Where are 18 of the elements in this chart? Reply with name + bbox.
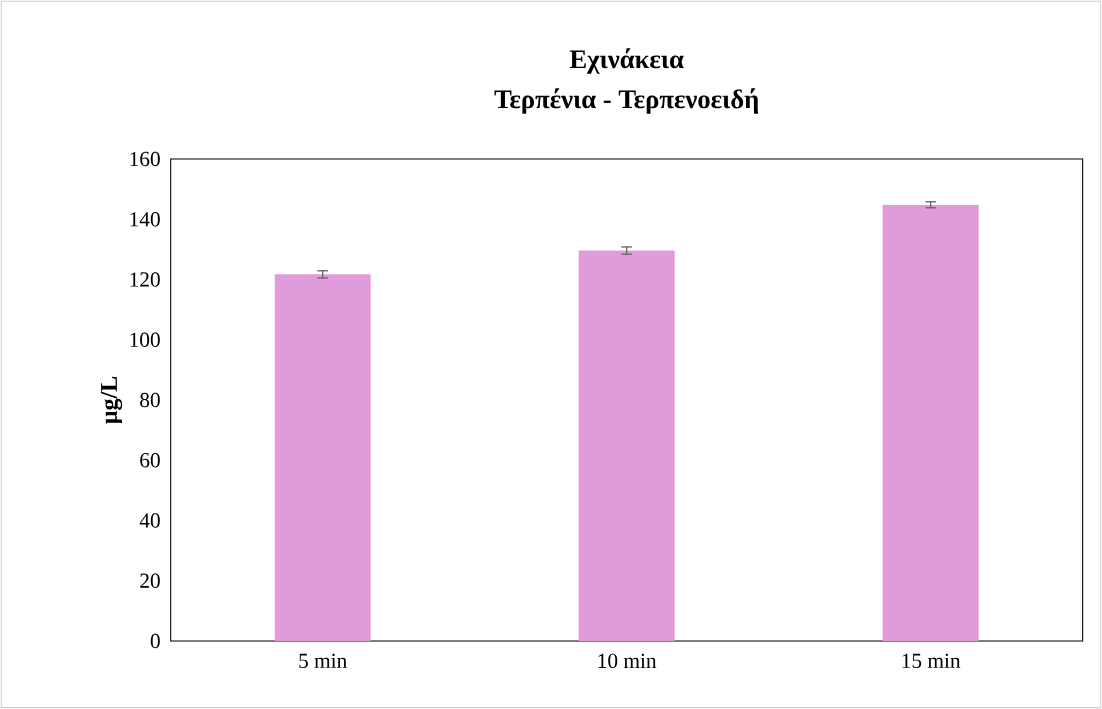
x-tick-label: 10 min [598,653,657,669]
y-tick-label: 20 [140,573,160,588]
bar [578,250,675,641]
y-tick-label: 0 [150,633,160,649]
x-tick-label: 15 min [902,653,961,669]
y-tick-label: 120 [130,272,160,287]
bar [274,274,371,641]
chart-title: Εχινάκεια [569,48,684,74]
bar [882,204,979,641]
x-tick-label: 5 min [299,653,347,669]
y-tick-label: 140 [130,212,160,227]
y-tick-label: 80 [140,392,160,408]
y-tick-label: 40 [139,513,160,528]
y-axis-title: μg/L [101,376,123,424]
y-tick-label: 60 [140,453,160,468]
chart-subtitle: Τερπένια - Τερπενοειδή [494,88,759,114]
y-tick-label: 100 [130,332,160,347]
y-tick-label: 160 [130,151,160,167]
